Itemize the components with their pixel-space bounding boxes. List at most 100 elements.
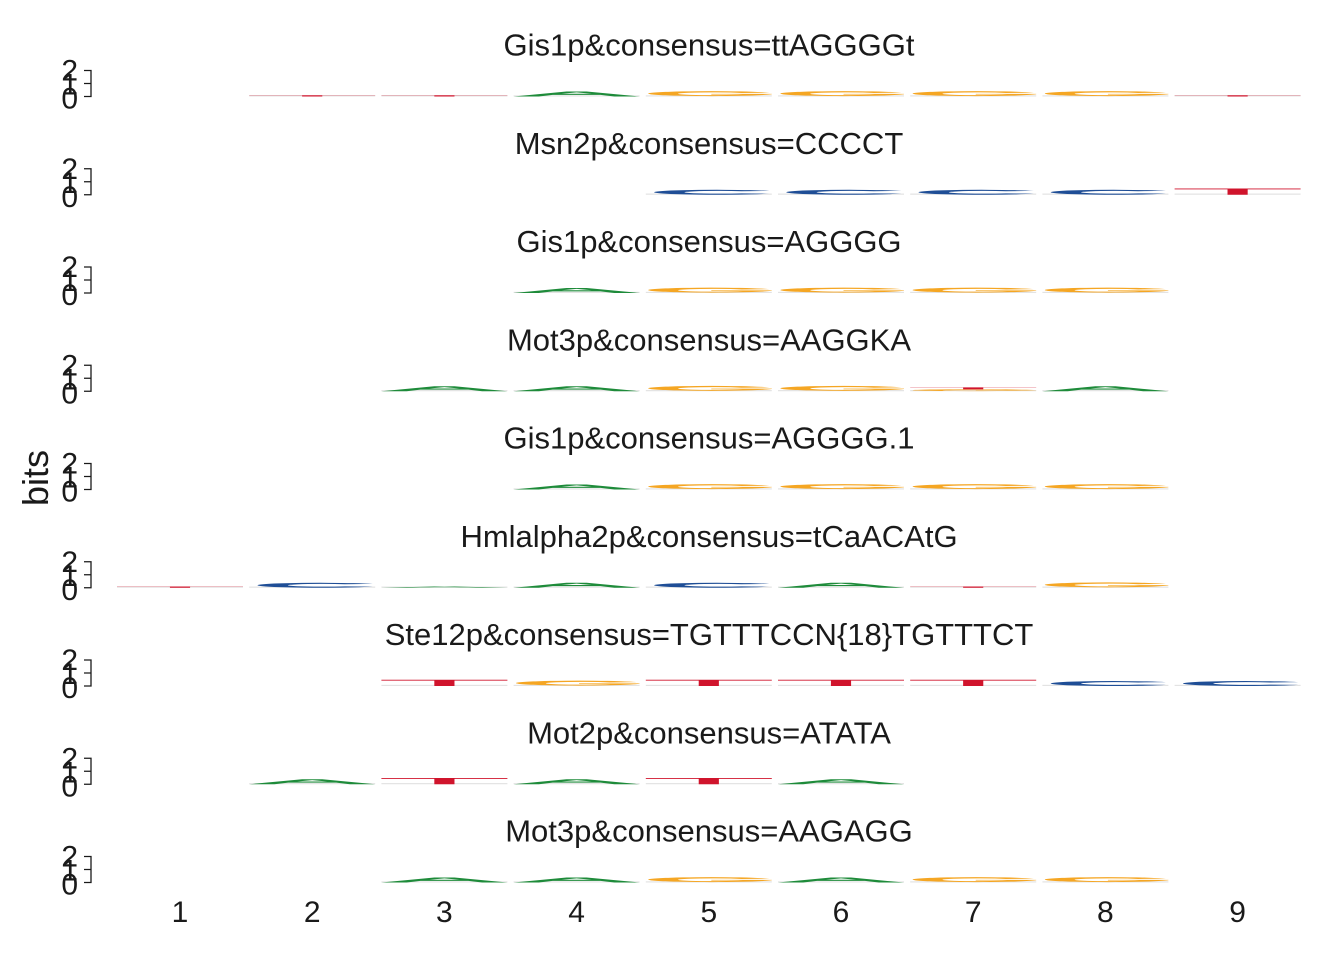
y-tick-label: 0 <box>61 279 78 312</box>
y-tick-label: 1 <box>61 658 78 691</box>
logo-position-6 <box>778 679 904 686</box>
logo-letter-T <box>1174 188 1301 195</box>
logo-letter-C <box>1050 189 1166 195</box>
logo-letter-G <box>780 385 904 391</box>
logo-letter-A <box>381 877 508 883</box>
logo-position-5 <box>645 484 772 490</box>
logo-panel: Gis1p&consensus=AGGGG 012 <box>61 224 1169 312</box>
logo-position-8 <box>1042 484 1169 490</box>
logo-position-7 <box>910 877 1037 883</box>
logo-panel: Mot3p&consensus=AAGAGG 012 <box>61 814 1169 902</box>
logo-position-7 <box>910 387 1037 392</box>
logo-letter-A <box>513 484 640 490</box>
logo-letter-G <box>648 91 772 97</box>
y-tick-label: 1 <box>61 560 78 593</box>
y-tick-label: 0 <box>61 377 78 410</box>
y-axis-ticks <box>84 561 92 589</box>
logo-position-3 <box>381 679 508 686</box>
y-tick-label: 0 <box>61 574 78 607</box>
letter-baseline <box>513 291 640 293</box>
logo-position-4 <box>513 582 640 588</box>
logo-panel: Ste12p&consensus=TGTTTCCN{18}TGTTTCT 012 <box>61 617 1301 705</box>
logo-letter-T <box>910 586 1037 588</box>
letter-baseline <box>513 95 640 97</box>
logo-position-4 <box>513 779 640 785</box>
letter-baseline <box>513 783 640 785</box>
logo-position-8 <box>1042 386 1169 392</box>
logo-letter-C <box>654 189 770 195</box>
logo-position-5 <box>645 582 772 588</box>
logo-panel: Gis1p&consensus=AGGGG.1 012 <box>61 421 1169 509</box>
logo-letter-C <box>1050 681 1166 686</box>
logo-position-9 <box>1174 95 1301 97</box>
logo-letter-G <box>912 91 1037 97</box>
logo-letter-T <box>778 679 904 686</box>
logo-letter-T <box>910 679 1037 686</box>
y-tick-label: 0 <box>61 672 78 705</box>
y-axis-ticks <box>84 855 92 884</box>
logo-position-4 <box>513 484 640 490</box>
logo-position-3 <box>381 877 508 883</box>
y-tick-label: 2 <box>61 349 78 382</box>
x-tick-label: 4 <box>568 896 585 929</box>
logo-position-6 <box>778 385 904 392</box>
y-axis-ticks <box>84 462 92 491</box>
logo-letter-T <box>645 679 772 686</box>
y-axis-ticks <box>84 69 92 98</box>
logo-position-3 <box>381 586 508 588</box>
logo-position-2 <box>249 779 376 785</box>
x-tick-label: 8 <box>1097 896 1114 929</box>
letter-baseline <box>381 881 508 883</box>
logo-letter-G <box>1044 91 1169 97</box>
logo-position-6 <box>778 287 904 293</box>
logo-letter-A <box>778 877 904 883</box>
logo-position-3 <box>381 386 508 392</box>
logo-letter-C <box>786 189 902 195</box>
logo-letter-T <box>381 95 508 97</box>
y-tick-label: 2 <box>61 841 78 874</box>
y-tick-label: 0 <box>61 770 78 803</box>
logo-letter-G <box>648 484 772 490</box>
logo-position-7 <box>910 91 1037 97</box>
letter-baseline <box>778 586 904 588</box>
logo-position-9 <box>1174 188 1301 195</box>
logo-letter-A <box>1042 386 1169 392</box>
y-tick-label: 2 <box>61 153 78 186</box>
logo-letter-G <box>648 385 772 391</box>
logo-letter-G <box>1044 287 1169 293</box>
logo-letter-G <box>1044 484 1169 490</box>
y-tick-label: 1 <box>61 167 78 200</box>
logo-letter-G <box>912 484 1037 490</box>
y-tick-label: 2 <box>61 448 78 481</box>
logo-letter-G <box>780 287 904 293</box>
logo-letter-G <box>912 877 1037 883</box>
logo-position-4 <box>513 91 640 97</box>
letter-baseline <box>910 390 1037 392</box>
x-tick-label: 1 <box>172 896 189 929</box>
logo-letter-A <box>778 582 904 588</box>
logo-position-5 <box>645 91 772 97</box>
y-tick-label: 0 <box>61 83 78 116</box>
y-tick-label: 1 <box>61 265 78 298</box>
letter-baseline <box>778 783 904 785</box>
panel-title: Gis1p&consensus=AGGGG <box>516 224 901 259</box>
letter-baseline <box>513 390 640 392</box>
logo-position-4 <box>513 288 640 293</box>
logo-letter-T <box>117 586 243 588</box>
logo-position-7 <box>910 484 1037 490</box>
panel-title: Mot3p&consensus=AAGGKA <box>507 322 911 357</box>
logo-letter-A <box>778 779 904 785</box>
logo-position-7 <box>910 586 1037 588</box>
logo-position-5 <box>645 778 772 785</box>
logo-letter-C <box>654 582 770 588</box>
logo-position-8 <box>1042 877 1169 883</box>
x-tick-label: 5 <box>700 896 717 929</box>
y-axis-ticks <box>84 266 92 294</box>
logo-position-1 <box>117 586 243 588</box>
logo-letter-A <box>513 582 640 588</box>
y-tick-label: 1 <box>61 855 78 888</box>
logo-position-6 <box>778 582 904 588</box>
logo-position-6 <box>778 779 904 785</box>
panel-title: Ste12p&consensus=TGTTTCCN{18}TGTTTCT <box>385 617 1034 652</box>
